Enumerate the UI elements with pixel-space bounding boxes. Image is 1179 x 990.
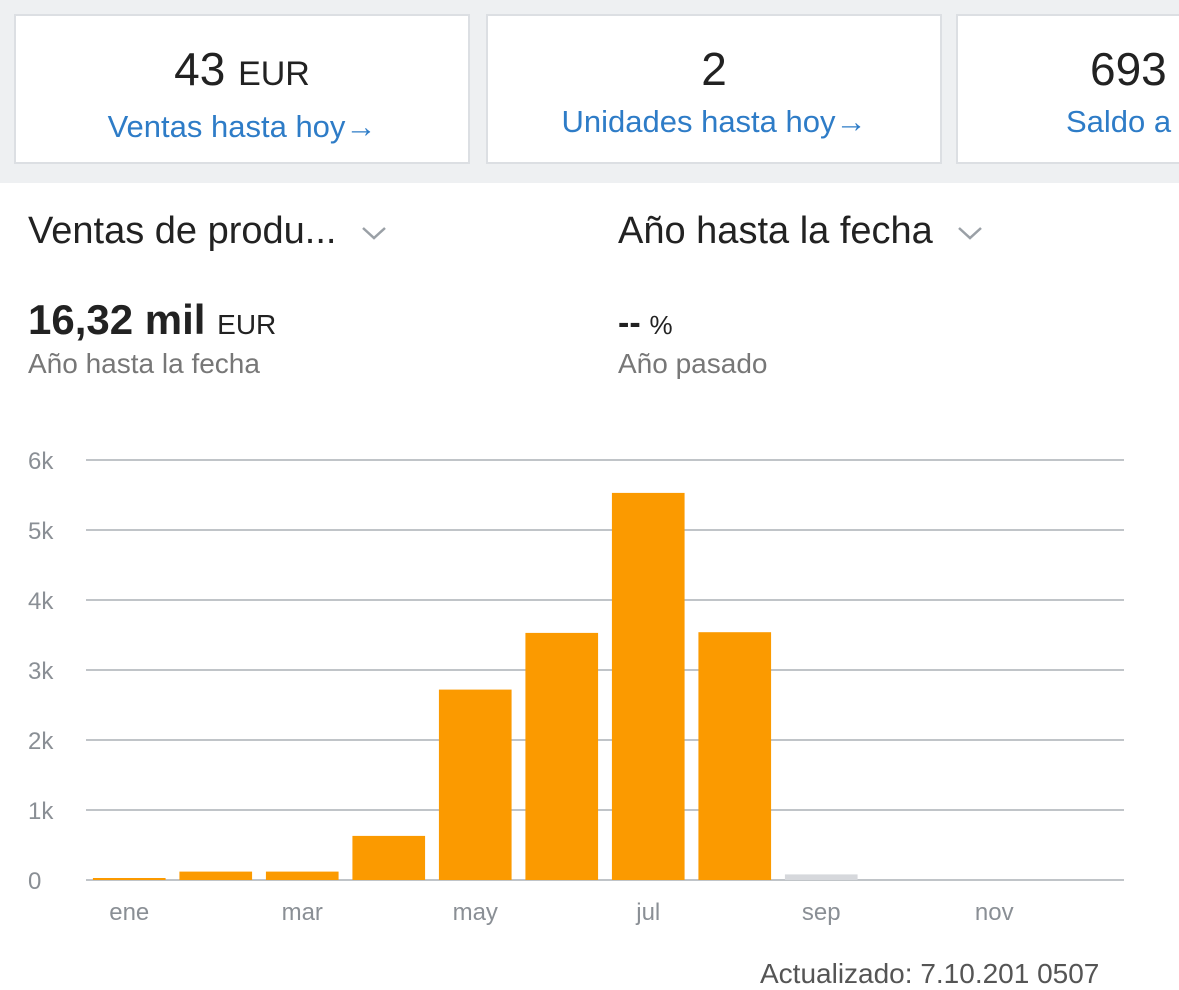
x-tick-label: mar [282,899,323,926]
bar-may[interactable] [438,689,512,880]
bar-ago[interactable] [698,632,772,880]
balance-value: 693 [958,44,1179,94]
y-tick-label: 0 [28,868,41,895]
balance-link-text[interactable]: Saldo a [1066,104,1172,139]
x-tick-label: jul [635,899,660,926]
last-updated-text: Actualizado: 7.10.201 0507 [760,958,1100,989]
x-tick-label: sep [802,899,841,926]
x-tick-label: may [453,899,498,926]
bar-mar[interactable] [265,871,339,880]
balance-link[interactable]: Saldo a [958,102,1179,142]
chevron-down-icon [362,227,386,240]
bar-sep[interactable] [784,874,858,880]
x-tick-label: ene [109,899,149,926]
y-tick-label: 2k [28,728,54,755]
ytd-sales-number: 16,32 mil [28,296,206,343]
sales-today-link[interactable]: Ventas hasta hoy→ [16,107,468,147]
bar-jul[interactable] [611,492,685,880]
balance-number: 693 [1090,43,1167,95]
ytd-sales-label: Año hasta la fecha [28,348,260,379]
metric-dropdown[interactable]: Ventas de produ... [28,210,387,253]
yoy-change-unit: % [649,310,673,340]
bar-ene[interactable] [92,878,166,880]
y-tick-label: 5k [28,518,54,545]
y-tick-label: 3k [28,658,54,685]
bar-feb[interactable] [179,871,253,880]
chevron-down-icon [958,227,983,240]
units-today-link[interactable]: Unidades hasta hoy→ [488,102,940,142]
sales-bar-chart: 0 1k 2k 3k 4k 5k 6k ene mar may jul sep nov [0,430,1179,945]
period-dropdown[interactable]: Año hasta la fecha [618,210,983,253]
bar-jun[interactable] [525,632,599,880]
y-tick-label: 4k [28,588,54,615]
yoy-change-value: -- % [618,304,673,343]
sales-today-unit: EUR [238,55,310,93]
ytd-sales-unit: EUR [217,309,277,340]
y-tick-label: 6k [28,448,54,475]
sales-today-value: 43 EUR [16,44,468,99]
sales-bar-chart-svg: 0 1k 2k 3k 4k 5k 6k ene mar may jul sep nov [28,448,1124,926]
period-dropdown-label: Año hasta la fecha [618,210,933,252]
y-tick-label: 1k [28,798,54,825]
summary-cards-strip: 43 EUR Ventas hasta hoy→ 2 Unidades hast… [0,0,1179,183]
balance-card[interactable]: 693 Saldo a [956,14,1179,164]
units-today-card[interactable]: 2 Unidades hasta hoy→ [486,14,942,164]
arrow-right-icon: → [835,104,867,139]
ytd-sales-value: 16,32 mil EUR [28,296,276,344]
arrow-right-icon: → [345,109,377,144]
units-today-value: 2 [488,44,940,94]
bar-abr[interactable] [352,835,426,880]
sales-today-number: 43 [174,43,226,95]
units-today-number: 2 [701,43,727,95]
yoy-change-label: Año pasado [618,348,768,379]
yoy-change-number: -- [618,304,641,342]
sales-today-link-text[interactable]: Ventas hasta hoy [107,109,346,144]
sales-today-card[interactable]: 43 EUR Ventas hasta hoy→ [14,14,470,164]
metric-dropdown-label: Ventas de produ... [28,210,337,252]
units-today-link-text[interactable]: Unidades hasta hoy [561,104,836,139]
x-tick-label: nov [975,899,1014,926]
